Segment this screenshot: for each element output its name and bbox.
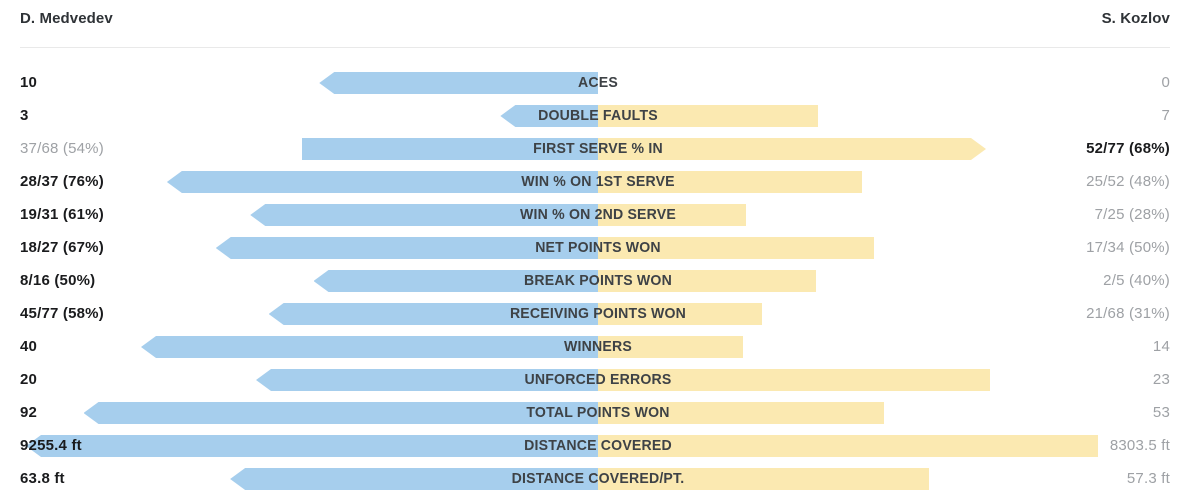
stat-label: DOUBLE FAULTS	[538, 107, 658, 124]
left-player-bar	[319, 72, 598, 94]
right-player-bar	[598, 468, 929, 490]
left-value: 9255.4 ft	[20, 437, 82, 454]
stat-row: DISTANCE COVERED 9255.4 ft 8303.5 ft	[20, 435, 1170, 457]
right-value: 0	[1161, 74, 1170, 91]
stat-bar-area	[20, 336, 1170, 358]
stats-header: D. Medvedev S. Kozlov	[20, 9, 1170, 29]
right-player-bar	[598, 435, 1099, 457]
right-value: 14	[1152, 338, 1170, 355]
stat-row: ACES 10 0	[20, 72, 1170, 94]
left-player-bar	[256, 369, 598, 391]
header-divider	[20, 47, 1170, 48]
left-player-bar	[250, 204, 598, 226]
stat-label: DISTANCE COVERED/PT.	[511, 470, 685, 487]
right-player-bar	[598, 105, 819, 127]
right-player-bar	[598, 369, 991, 391]
stat-label: ACES	[578, 74, 618, 91]
right-player-bar	[598, 171, 863, 193]
left-player-bar	[83, 402, 598, 424]
stat-row: BREAK POINTS WON 8/16 (50%) 2/5 (40%)	[20, 270, 1170, 292]
left-value: 92	[20, 404, 38, 421]
left-player-bar	[215, 237, 598, 259]
stat-bar-area	[20, 237, 1170, 259]
right-player-bar	[598, 336, 744, 358]
stat-row: RECEIVING POINTS WON 45/77 (58%) 21/68 (…	[20, 303, 1170, 325]
right-value: 2/5 (40%)	[1103, 272, 1170, 289]
right-player-bar	[598, 402, 884, 424]
right-value: 23	[1152, 371, 1170, 388]
right-value: 52/77 (68%)	[1086, 140, 1170, 157]
left-player-name: D. Medvedev	[20, 10, 113, 27]
stat-label: WIN % ON 1ST SERVE	[521, 173, 675, 190]
stat-bar-area	[20, 72, 1170, 94]
stat-bar-area	[20, 138, 1170, 160]
stat-row: NET POINTS WON 18/27 (67%) 17/34 (50%)	[20, 237, 1170, 259]
stat-label: RECEIVING POINTS WON	[509, 305, 687, 322]
left-value: 45/77 (58%)	[20, 305, 104, 322]
stat-bar-area	[20, 435, 1170, 457]
stat-row: WIN % ON 2ND SERVE 19/31 (61%) 7/25 (28%…	[20, 204, 1170, 226]
right-player-bar	[598, 270, 817, 292]
stat-bar-area	[20, 369, 1170, 391]
stat-label: WINNERS	[564, 338, 632, 355]
left-value: 20	[20, 371, 38, 388]
stat-bar-area	[20, 468, 1170, 490]
right-value: 25/52 (48%)	[1086, 173, 1170, 190]
right-value: 7	[1161, 107, 1170, 124]
left-player-bar	[313, 270, 598, 292]
left-player-bar	[141, 336, 598, 358]
stat-bar-area	[20, 402, 1170, 424]
left-value: 63.8 ft	[20, 470, 65, 487]
stat-row: UNFORCED ERRORS 20 23	[20, 369, 1170, 391]
right-value: 21/68 (31%)	[1086, 305, 1170, 322]
stat-row: WIN % ON 1ST SERVE 28/37 (76%) 25/52 (48…	[20, 171, 1170, 193]
stats-rows: ACES 10 0 DOUBLE FAULTS 3 7 FIRST SERVE …	[20, 72, 1170, 490]
stat-bar-area	[20, 105, 1170, 127]
stat-label: UNFORCED ERRORS	[524, 371, 672, 388]
right-value: 53	[1152, 404, 1170, 421]
stat-row: TOTAL POINTS WON 92 53	[20, 402, 1170, 424]
right-value: 8303.5 ft	[1109, 437, 1170, 454]
left-value: 18/27 (67%)	[20, 239, 104, 256]
stat-bar-area	[20, 171, 1170, 193]
stat-label: BREAK POINTS WON	[524, 272, 672, 289]
right-player-bar	[598, 237, 875, 259]
right-player-bar	[598, 204, 746, 226]
left-player-bar	[230, 468, 598, 490]
left-value: 19/31 (61%)	[20, 206, 104, 223]
left-player-bar	[268, 303, 598, 325]
left-player-bar	[302, 138, 598, 160]
right-player-name: S. Kozlov	[1101, 10, 1170, 27]
stat-row: FIRST SERVE % IN 37/68 (54%) 52/77 (68%)	[20, 138, 1170, 160]
left-player-bar	[166, 171, 598, 193]
stat-label: TOTAL POINTS WON	[526, 404, 670, 421]
left-value: 37/68 (54%)	[20, 140, 104, 157]
left-player-bar	[500, 105, 598, 127]
stat-bar-area	[20, 303, 1170, 325]
left-player-bar	[26, 435, 598, 457]
stat-label: DISTANCE COVERED	[524, 437, 672, 454]
right-player-bar	[598, 138, 986, 160]
stat-bar-area	[20, 270, 1170, 292]
right-value: 7/25 (28%)	[1094, 206, 1170, 223]
stat-row: DOUBLE FAULTS 3 7	[20, 105, 1170, 127]
left-value: 40	[20, 338, 38, 355]
stat-label: WIN % ON 2ND SERVE	[520, 206, 676, 223]
stat-row: WINNERS 40 14	[20, 336, 1170, 358]
right-player-bar	[598, 303, 762, 325]
left-value: 3	[20, 107, 29, 124]
stat-label: FIRST SERVE % IN	[533, 140, 663, 157]
stat-bar-area	[20, 204, 1170, 226]
left-value: 8/16 (50%)	[20, 272, 96, 289]
stat-label: NET POINTS WON	[535, 239, 661, 256]
left-value: 10	[20, 74, 38, 91]
right-value: 57.3 ft	[1126, 470, 1170, 487]
left-value: 28/37 (76%)	[20, 173, 104, 190]
stat-row: DISTANCE COVERED/PT. 63.8 ft 57.3 ft	[20, 468, 1170, 490]
right-value: 17/34 (50%)	[1086, 239, 1170, 256]
